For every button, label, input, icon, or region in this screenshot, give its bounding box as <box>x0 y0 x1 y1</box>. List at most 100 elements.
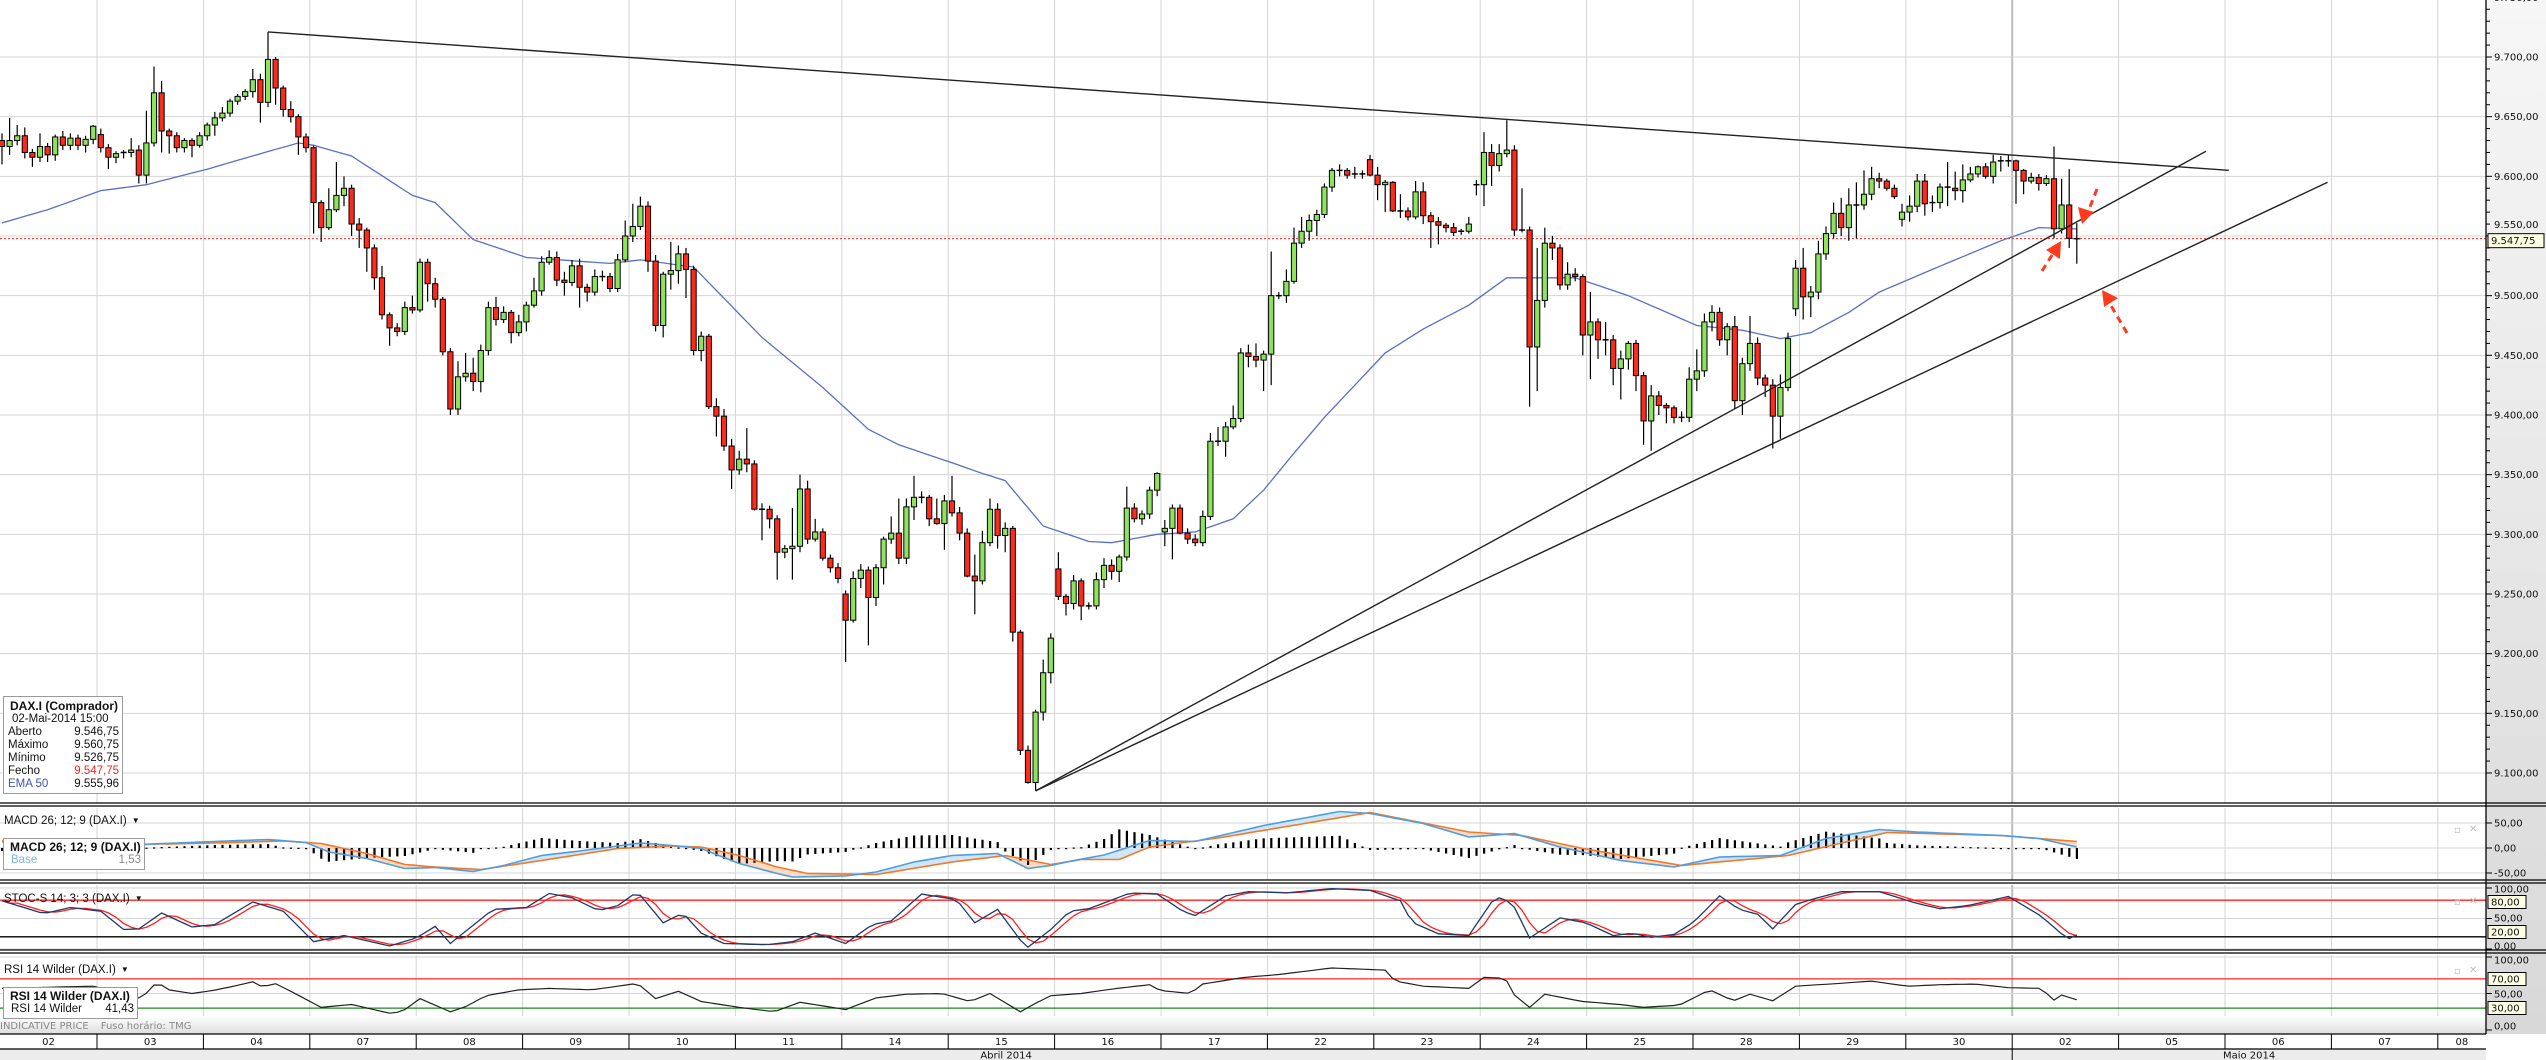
macd-histogram-bar <box>745 848 748 864</box>
macd-histogram-bar <box>1277 837 1280 848</box>
day-label[interactable]: 30 <box>1953 1037 1966 1048</box>
rsi-axis-label: 0,00 <box>2494 1022 2516 1033</box>
day-label[interactable]: 24 <box>1527 1037 1540 1048</box>
candle <box>759 503 765 541</box>
candle-body <box>1572 273 1579 278</box>
candle-body <box>804 488 811 540</box>
macd-histogram-bar <box>434 848 437 850</box>
day-label[interactable]: 28 <box>1740 1037 1753 1048</box>
bar-datetime: 02-Mai-2014 15:00 <box>12 713 109 725</box>
day-label[interactable]: 15 <box>995 1037 1008 1048</box>
rsi-panel[interactable] <box>0 967 2486 1014</box>
day-label[interactable]: 17 <box>1208 1037 1221 1048</box>
day-label[interactable]: 08 <box>463 1037 476 1048</box>
macd-restore-button[interactable]: ▫ <box>2454 825 2461 836</box>
macd-fill <box>997 853 1006 858</box>
macd-histogram-bar <box>943 835 946 848</box>
macd-histogram-bar <box>373 848 376 858</box>
day-label[interactable]: 22 <box>1314 1037 1327 1048</box>
candle-body <box>1693 370 1700 380</box>
macd-histogram-bar <box>852 848 855 850</box>
day-label[interactable]: 16 <box>1101 1037 1114 1048</box>
day-label[interactable]: 03 <box>144 1037 157 1048</box>
day-label[interactable]: 29 <box>1846 1037 1859 1048</box>
candle-body <box>0 140 6 147</box>
macd-histogram-bar <box>251 844 254 848</box>
candle <box>713 398 720 437</box>
macd-fill <box>929 858 937 866</box>
macd-title-dropdown[interactable]: MACD 26; 12; 9 (DAX.I) ▼ <box>4 815 140 827</box>
macd-histogram-bar <box>859 847 862 849</box>
stoch-restore-button[interactable]: ▫ <box>2454 897 2461 908</box>
price-axis-background[interactable] <box>2486 0 2546 1034</box>
candle <box>492 296 500 326</box>
candle-body <box>1815 253 1822 293</box>
candle-body <box>1860 193 1868 206</box>
day-label[interactable]: 02 <box>2059 1037 2072 1048</box>
day-label[interactable]: 14 <box>889 1037 902 1048</box>
candle <box>29 148 36 167</box>
macd-histogram-bar <box>274 845 277 848</box>
day-label[interactable]: 02 <box>42 1037 55 1048</box>
chevron-down-icon[interactable]: ▼ <box>134 894 143 904</box>
stoch-panel[interactable] <box>0 887 2486 949</box>
rsi-close-button[interactable]: ✕ <box>2469 965 2478 976</box>
price-axis-label: 9.550,00 <box>2494 220 2539 231</box>
candle <box>1815 240 1822 300</box>
rsi-restore-button[interactable]: ▫ <box>2454 966 2461 977</box>
macd-histogram-bar <box>1855 835 1858 848</box>
candle <box>287 101 294 123</box>
stoch-close-button[interactable]: ✕ <box>2469 896 2478 907</box>
day-label[interactable]: 25 <box>1633 1037 1646 1048</box>
price-panel[interactable] <box>0 31 2486 792</box>
candle <box>333 162 340 213</box>
candle <box>1739 357 1746 415</box>
macd-histogram-bar <box>1893 843 1896 848</box>
candle-body <box>1275 294 1282 297</box>
day-label[interactable]: 07 <box>357 1037 370 1048</box>
candle <box>834 562 842 584</box>
day-label[interactable]: 06 <box>2272 1037 2285 1048</box>
day-label[interactable]: 11 <box>782 1037 795 1048</box>
candle <box>1192 534 1199 547</box>
candle <box>295 114 302 155</box>
macd-histogram-bar <box>191 845 194 848</box>
macd-fill <box>1020 858 1028 869</box>
candle <box>1845 188 1852 241</box>
candle <box>812 518 819 542</box>
candle-body <box>1161 527 1168 533</box>
candle-body <box>219 112 226 119</box>
macd-histogram-bar <box>730 848 733 862</box>
candle-body <box>1845 204 1852 229</box>
macd-histogram-bar <box>1141 833 1144 848</box>
candle <box>1792 259 1799 316</box>
chevron-down-icon[interactable]: ▼ <box>120 965 129 975</box>
day-label[interactable]: 04 <box>250 1037 263 1048</box>
candle-body <box>1822 233 1830 255</box>
candle <box>903 498 910 565</box>
macd-axis-label: 0,00 <box>2494 844 2516 855</box>
candle <box>705 333 712 410</box>
macd-histogram-bar <box>958 836 961 848</box>
macd-close-button[interactable]: ✕ <box>2469 824 2478 835</box>
candle <box>2028 172 2035 184</box>
day-label[interactable]: 09 <box>569 1037 582 1048</box>
ohlc-info-box: DAX.I (Comprador) 02-Mai-2014 15:00 Aber… <box>3 696 123 794</box>
candle-body <box>1024 749 1032 784</box>
day-label[interactable]: 10 <box>676 1037 689 1048</box>
macd-panel[interactable] <box>1 810 2078 878</box>
stoch-title-dropdown[interactable]: STOC-S 14; 3; 3 (DAX.I) ▼ <box>4 893 143 905</box>
candle-body <box>173 135 180 149</box>
candle <box>880 536 887 585</box>
macd-histogram-bar <box>1490 848 1493 852</box>
high-value: 9.560,75 <box>74 739 119 751</box>
day-label[interactable]: 05 <box>2165 1037 2178 1048</box>
day-label[interactable]: 23 <box>1421 1037 1434 1048</box>
day-label[interactable]: 08 <box>2456 1037 2469 1048</box>
chevron-down-icon[interactable]: ▼ <box>131 816 140 826</box>
rsi-title-dropdown[interactable]: RSI 14 Wilder (DAX.I) ▼ <box>4 964 129 976</box>
candle <box>1648 385 1655 451</box>
macd-histogram-bar <box>1255 839 1258 848</box>
day-label[interactable]: 07 <box>2378 1037 2391 1048</box>
